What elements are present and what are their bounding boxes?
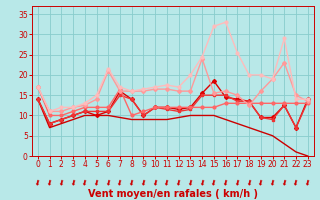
Text: ⬋: ⬋ <box>150 175 160 186</box>
Text: ⬋: ⬋ <box>103 175 113 186</box>
Text: ⬋: ⬋ <box>56 175 66 186</box>
Text: ⬋: ⬋ <box>303 175 313 186</box>
Text: ⬋: ⬋ <box>220 175 231 186</box>
Text: ⬋: ⬋ <box>185 175 196 186</box>
Text: ⬋: ⬋ <box>162 175 172 186</box>
Text: ⬋: ⬋ <box>127 175 137 186</box>
Text: ⬋: ⬋ <box>279 175 289 186</box>
Text: ⬋: ⬋ <box>44 175 55 186</box>
Text: ⬋: ⬋ <box>232 175 242 186</box>
X-axis label: Vent moyen/en rafales ( km/h ): Vent moyen/en rafales ( km/h ) <box>88 189 258 199</box>
Text: ⬋: ⬋ <box>33 175 43 186</box>
Text: ⬋: ⬋ <box>209 175 219 186</box>
Text: ⬋: ⬋ <box>268 175 277 186</box>
Text: ⬋: ⬋ <box>115 175 125 186</box>
Text: ⬋: ⬋ <box>291 175 301 186</box>
Text: ⬋: ⬋ <box>244 175 254 186</box>
Text: ⬋: ⬋ <box>92 175 101 186</box>
Text: ⬋: ⬋ <box>197 175 207 186</box>
Text: ⬋: ⬋ <box>139 175 148 186</box>
Text: ⬋: ⬋ <box>256 175 266 186</box>
Text: ⬋: ⬋ <box>68 175 78 186</box>
Text: ⬋: ⬋ <box>80 175 90 186</box>
Text: ⬋: ⬋ <box>174 175 184 186</box>
